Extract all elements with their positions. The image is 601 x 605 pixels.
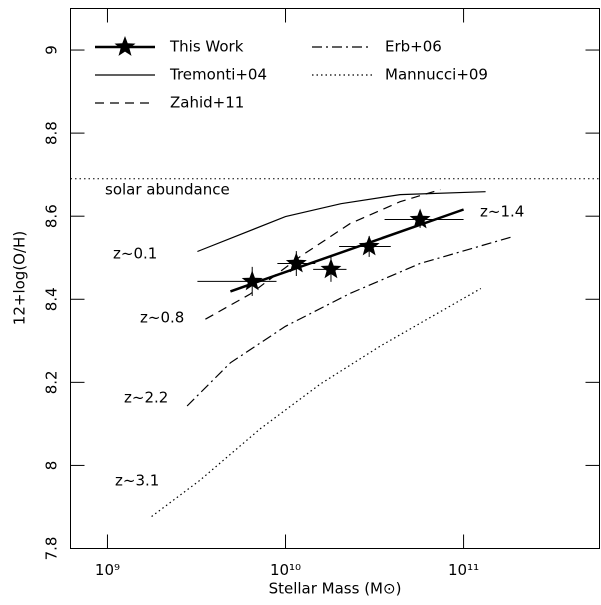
- model-line: [197, 191, 486, 253]
- legend-marker: [114, 36, 136, 56]
- star-marker: [320, 258, 342, 279]
- star-marker: [409, 208, 431, 229]
- y-tick-label: 8.4: [43, 287, 61, 311]
- annotation: z~2.2: [124, 389, 168, 407]
- y-tick-label: 8.2: [43, 370, 61, 394]
- legend-label: Erb+06: [385, 38, 442, 56]
- annotation: z~3.1: [115, 472, 159, 490]
- model-line: [186, 235, 514, 407]
- legend-label: Zahid+11: [170, 94, 244, 112]
- x-tick-label: 10⁹: [95, 561, 120, 579]
- annotation: z~0.8: [140, 309, 184, 327]
- plot-frame: [70, 8, 600, 549]
- legend-label: This Work: [169, 38, 244, 56]
- y-tick-label: 8.8: [43, 121, 61, 145]
- y-tick-label: 7.8: [43, 537, 61, 561]
- x-axis-label: Stellar Mass (M⊙): [269, 580, 402, 598]
- model-line: [205, 189, 441, 320]
- model-line: [151, 287, 482, 517]
- annotation: z~0.1: [113, 245, 157, 263]
- y-tick-label: 9: [43, 45, 61, 55]
- star-marker: [241, 270, 263, 291]
- legend-label: Tremonti+04: [169, 66, 267, 84]
- star-marker: [285, 252, 307, 273]
- fit-line: [229, 208, 465, 293]
- x-tick-label: 10¹⁰: [270, 561, 301, 579]
- y-axis-label: 12+log(O/H): [11, 231, 29, 325]
- annotation: z~1.4: [480, 203, 524, 221]
- star-marker: [358, 235, 380, 256]
- y-tick-label: 8: [43, 461, 61, 471]
- annotation: solar abundance: [105, 181, 230, 199]
- legend-label: Mannucci+09: [385, 66, 488, 84]
- x-tick-label: 10¹¹: [448, 561, 479, 579]
- y-tick-label: 8.6: [43, 204, 61, 228]
